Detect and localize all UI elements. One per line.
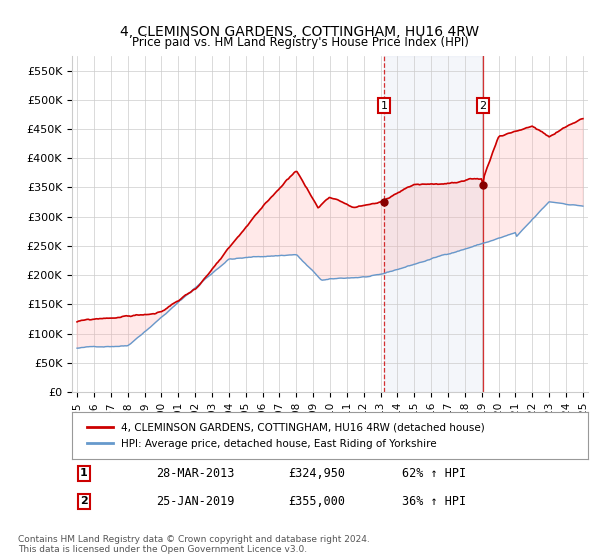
Bar	[384, 56, 483, 392]
Text: Contains HM Land Registry data © Crown copyright and database right 2024.
This d: Contains HM Land Registry data © Crown c…	[18, 535, 370, 554]
Text: 36% ↑ HPI: 36% ↑ HPI	[402, 494, 466, 508]
Text: £324,950: £324,950	[288, 466, 345, 480]
Text: 2: 2	[479, 101, 487, 111]
Text: 62% ↑ HPI: 62% ↑ HPI	[402, 466, 466, 480]
Text: 4, CLEMINSON GARDENS, COTTINGHAM, HU16 4RW: 4, CLEMINSON GARDENS, COTTINGHAM, HU16 4…	[121, 25, 479, 39]
Legend: 4, CLEMINSON GARDENS, COTTINGHAM, HU16 4RW (detached house), HPI: Average price,: 4, CLEMINSON GARDENS, COTTINGHAM, HU16 4…	[82, 418, 489, 452]
Text: 1: 1	[380, 101, 388, 111]
Text: £355,000: £355,000	[288, 494, 345, 508]
Text: 28-MAR-2013: 28-MAR-2013	[156, 466, 235, 480]
Text: Price paid vs. HM Land Registry's House Price Index (HPI): Price paid vs. HM Land Registry's House …	[131, 36, 469, 49]
Text: 2: 2	[80, 496, 88, 506]
Text: 1: 1	[80, 468, 88, 478]
Text: 25-JAN-2019: 25-JAN-2019	[156, 494, 235, 508]
